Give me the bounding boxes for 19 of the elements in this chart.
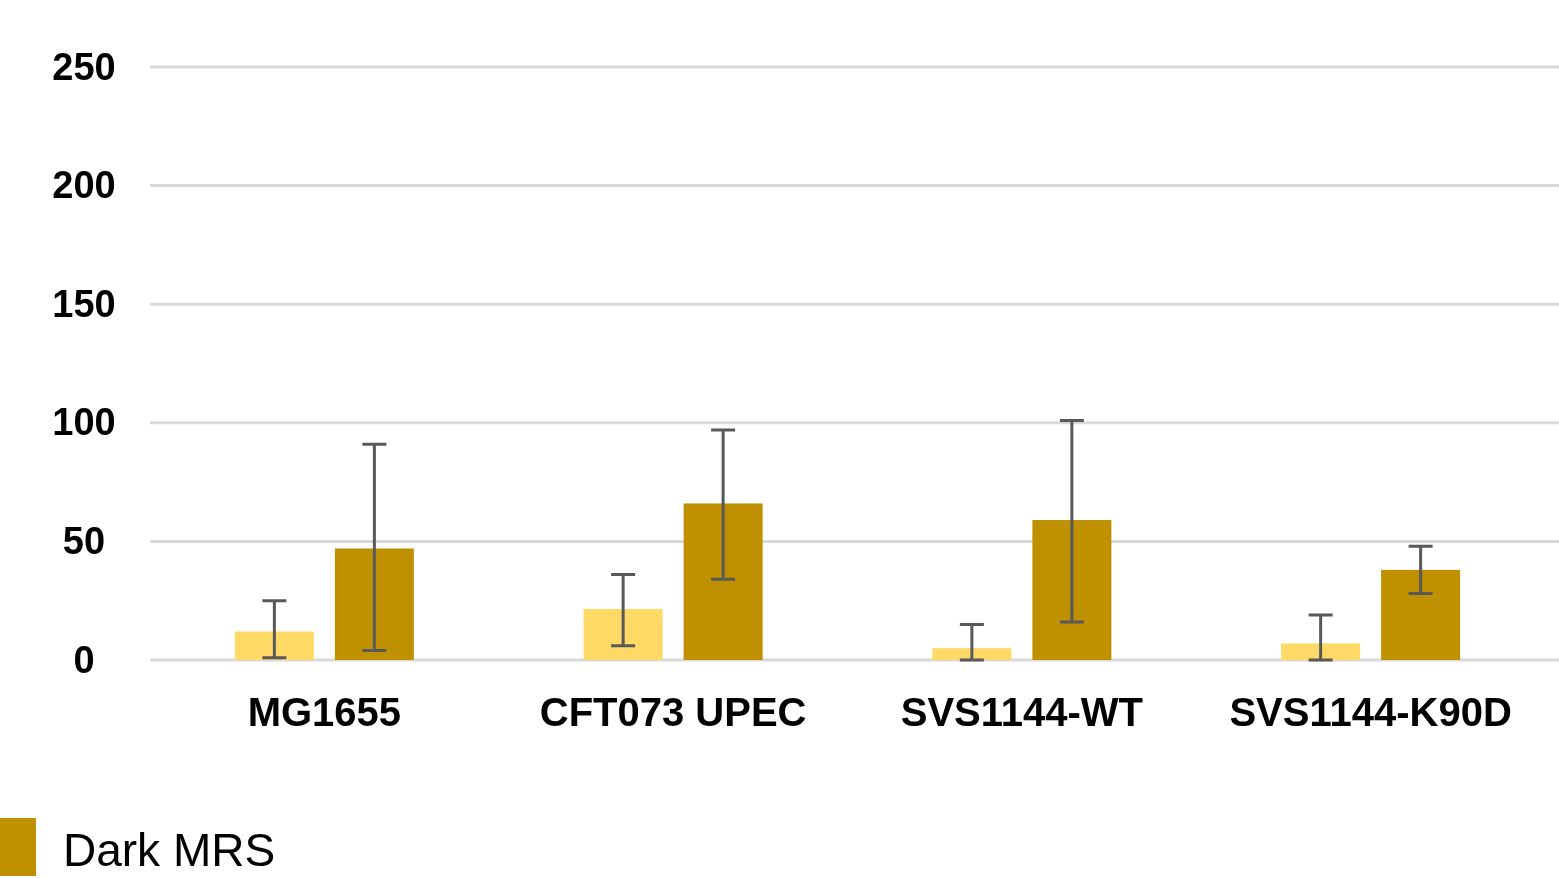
x-tick-label: SVS1144-WT xyxy=(900,690,1144,735)
bar xyxy=(1381,569,1461,660)
y-tick-label: 0 xyxy=(73,638,95,681)
y-tick-label: 250 xyxy=(52,45,116,88)
x-tick-label: CFT073 UPEC xyxy=(539,690,807,735)
legend-label: Dark MRS xyxy=(63,824,276,876)
bar xyxy=(683,503,763,660)
y-tick-label: 200 xyxy=(52,164,116,207)
x-tick-label: MG1655 xyxy=(247,690,402,735)
bar xyxy=(1281,643,1361,660)
bar xyxy=(583,609,663,660)
y-tick-label: 150 xyxy=(52,282,116,325)
y-tick-label: 100 xyxy=(52,401,116,444)
bar xyxy=(932,648,1012,660)
x-tick-label: SVS1144-K90D xyxy=(1229,690,1512,735)
bar xyxy=(234,631,314,660)
y-tick-label: 50 xyxy=(62,520,106,563)
bar xyxy=(334,548,414,660)
bar xyxy=(1032,520,1112,660)
